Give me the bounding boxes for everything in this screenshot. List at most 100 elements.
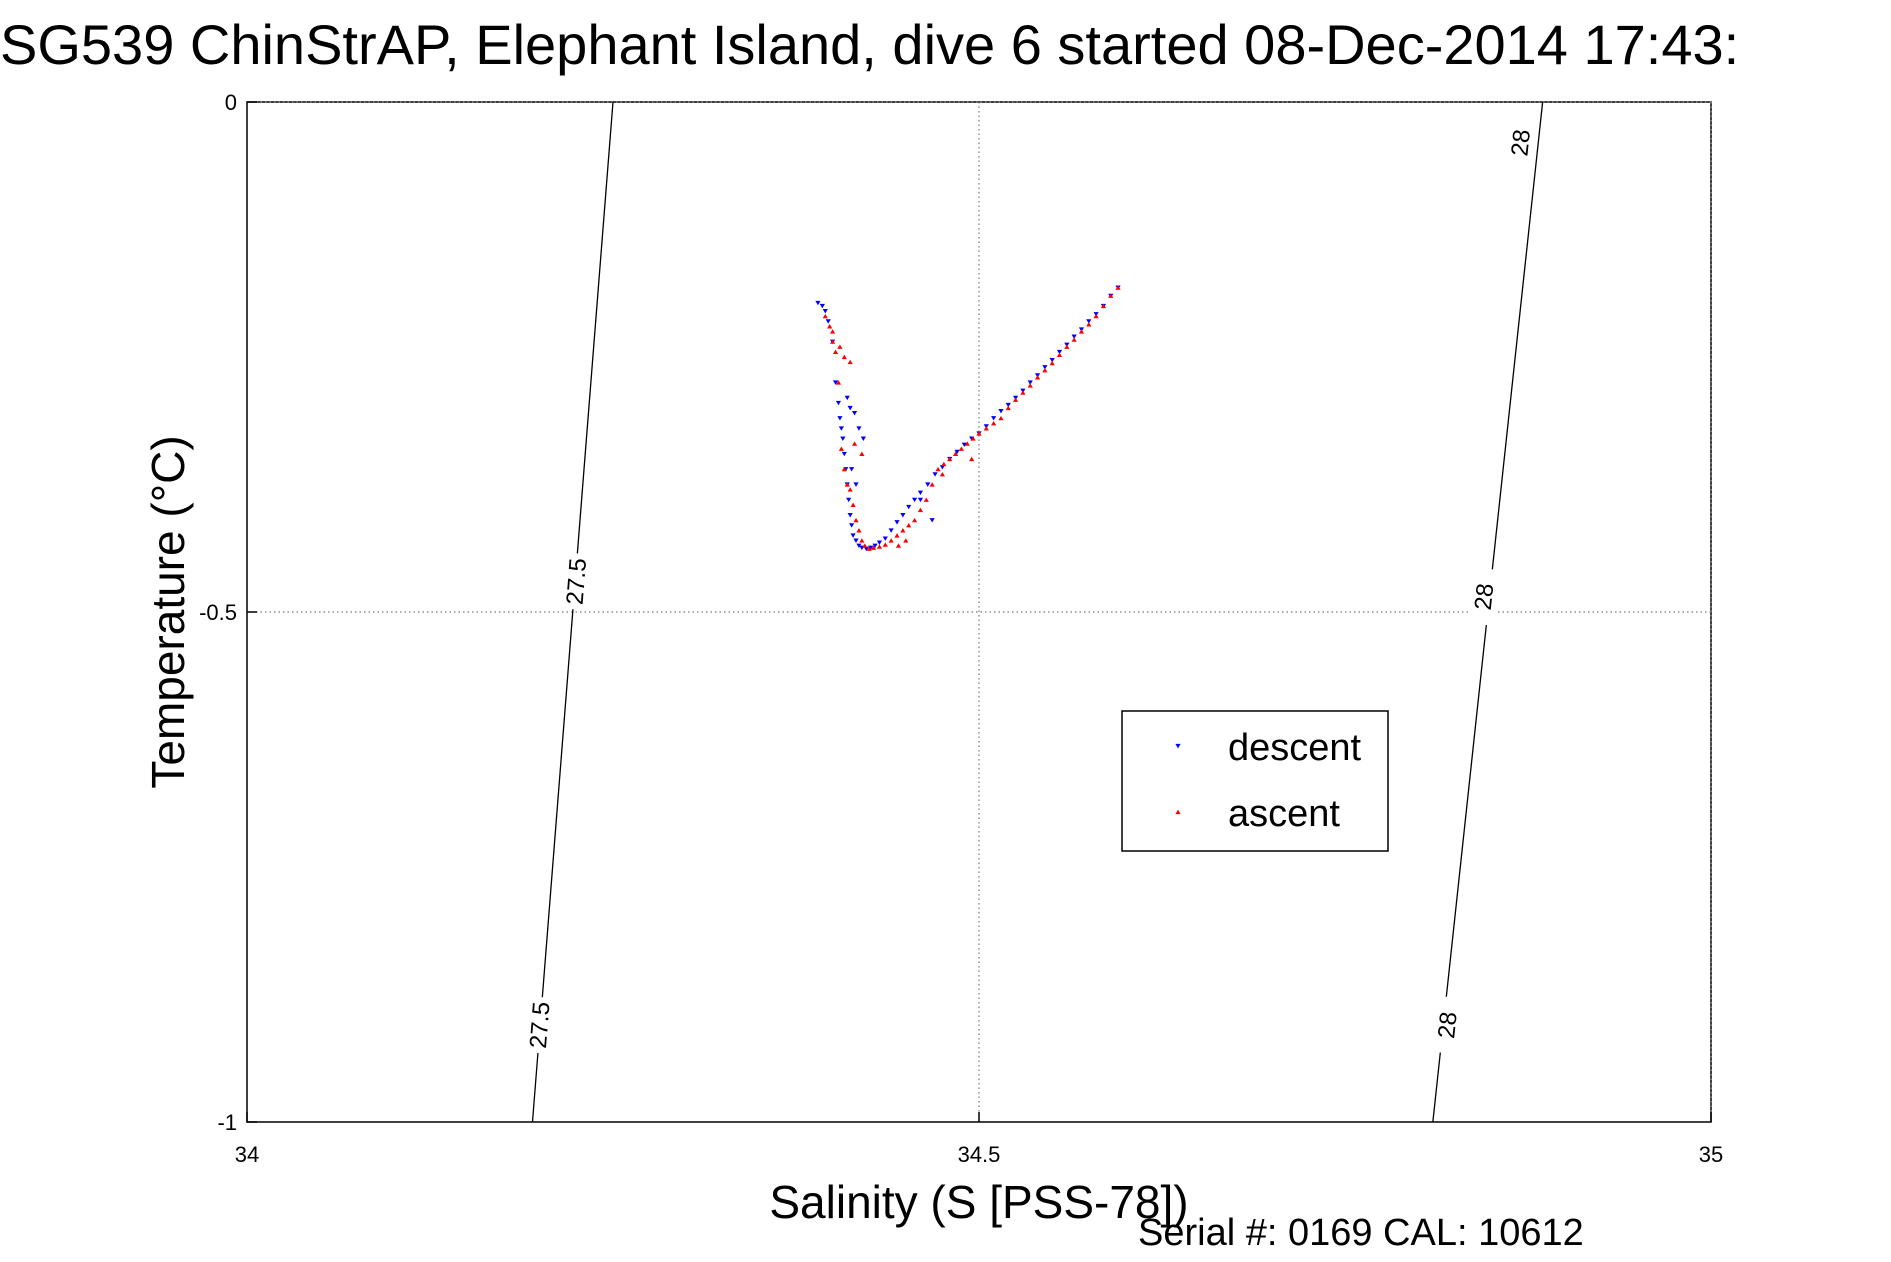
descent-point [1027, 380, 1033, 385]
ascent-point [841, 354, 847, 360]
ascent-point [1086, 322, 1092, 327]
density-contours: 27.5 27.5 28 28 28 [523, 101, 1544, 1123]
ascent-point [917, 507, 924, 513]
ascent-point [830, 329, 836, 334]
ascent-point [923, 497, 929, 502]
descent-point [849, 467, 855, 472]
descent-point [825, 319, 831, 324]
descent-point [837, 416, 843, 421]
descent-point [876, 540, 883, 545]
ascent-point [935, 466, 941, 472]
y-axis-label: Temperature (°C) [142, 435, 194, 788]
ascent-point [866, 546, 872, 551]
ascent-point [1056, 352, 1063, 358]
ascent-point [850, 502, 856, 507]
descent-point [1049, 357, 1055, 363]
ascent-point [1049, 360, 1055, 366]
density-contour-line [531, 101, 614, 1123]
ascent-point [1027, 383, 1033, 388]
descent-point [815, 300, 821, 306]
descent-point [850, 533, 856, 538]
ascent-point [1005, 405, 1011, 411]
descent-point [932, 472, 938, 477]
descent-point [888, 528, 894, 533]
ascent-point [851, 441, 858, 446]
descent-point [853, 482, 859, 487]
ascent-point [832, 349, 839, 354]
ascent-point [958, 446, 965, 451]
ascent-point [859, 538, 865, 543]
descent-point [856, 543, 862, 549]
descent-point [1005, 402, 1011, 408]
ascent-point [838, 446, 844, 451]
ascent-point [1071, 337, 1077, 342]
descent-point [849, 523, 855, 528]
ascent-point [983, 426, 989, 431]
descent-point [917, 497, 924, 503]
legend-marker-ascent [1175, 809, 1181, 815]
descent-point [835, 400, 842, 406]
legend: descent ascent [1121, 710, 1389, 852]
descent-point [1056, 349, 1063, 355]
descent-point [819, 303, 825, 309]
ascent-point [1064, 344, 1070, 349]
ascent-point [947, 456, 953, 462]
descent-point [1086, 319, 1092, 324]
ascent-point [847, 487, 853, 492]
ascent-point [856, 528, 862, 533]
ascent-point [895, 543, 902, 548]
ascent-point [1108, 293, 1114, 298]
descent-point [939, 465, 945, 470]
ascent-point [859, 451, 865, 456]
ascent-point [853, 517, 859, 523]
ascent-point [900, 528, 906, 533]
ascent-point [1115, 285, 1121, 290]
x-tick-label: 34 [235, 1142, 259, 1167]
serial-cal-footer: Serial #: 0169 CAL: 10612 [1138, 1212, 1584, 1254]
contour-label: 27.5 [562, 557, 593, 606]
descent-point [822, 309, 828, 314]
contour-label-background [1503, 113, 1538, 173]
ascent-point [827, 324, 833, 329]
ascent-point [969, 456, 975, 462]
y-tick-label: 0 [225, 90, 237, 115]
ascent-point [830, 339, 836, 344]
ascent-point [876, 544, 883, 549]
descent-point [840, 436, 846, 441]
descent-point [853, 538, 859, 543]
ascent-point [903, 538, 909, 543]
descent-point [856, 426, 862, 431]
descent-point [882, 536, 888, 541]
ascent-point [911, 517, 918, 523]
contour-label: 28 [1433, 1010, 1463, 1039]
contour-label: 28 [1506, 128, 1536, 157]
ascent-point [970, 436, 976, 441]
descent-point [1071, 334, 1077, 339]
contour-label-background [560, 552, 593, 611]
descent-point [1042, 365, 1048, 370]
descent-point [991, 416, 997, 421]
contour-label: 28 [1470, 582, 1500, 611]
ascent-point [991, 420, 997, 426]
ascent-point [941, 461, 947, 467]
legend-label-descent: descent [1228, 727, 1362, 769]
descent-point [847, 405, 853, 411]
legend-marker-descent [1175, 743, 1181, 749]
descent-point [841, 451, 847, 457]
descent-point [925, 482, 931, 487]
data-points [815, 285, 1121, 552]
plot-area: 34 34.5 35 0 -0.5 -1 27.5 27.5 28 28 28 [199, 90, 1723, 1167]
descent-point [844, 395, 850, 401]
descent-point [929, 518, 935, 523]
ascent-point [952, 451, 959, 456]
contour-label-background [1467, 567, 1501, 627]
ascent-point [1093, 313, 1099, 319]
descent-point [917, 490, 924, 495]
descent-point [863, 546, 869, 552]
x-tick-label: 35 [1699, 1142, 1723, 1167]
descent-point [894, 520, 900, 525]
x-axis-label: Salinity (S [PSS-78]) [769, 1176, 1188, 1228]
contour-label-background [523, 996, 556, 1055]
ascent-point [882, 542, 888, 547]
